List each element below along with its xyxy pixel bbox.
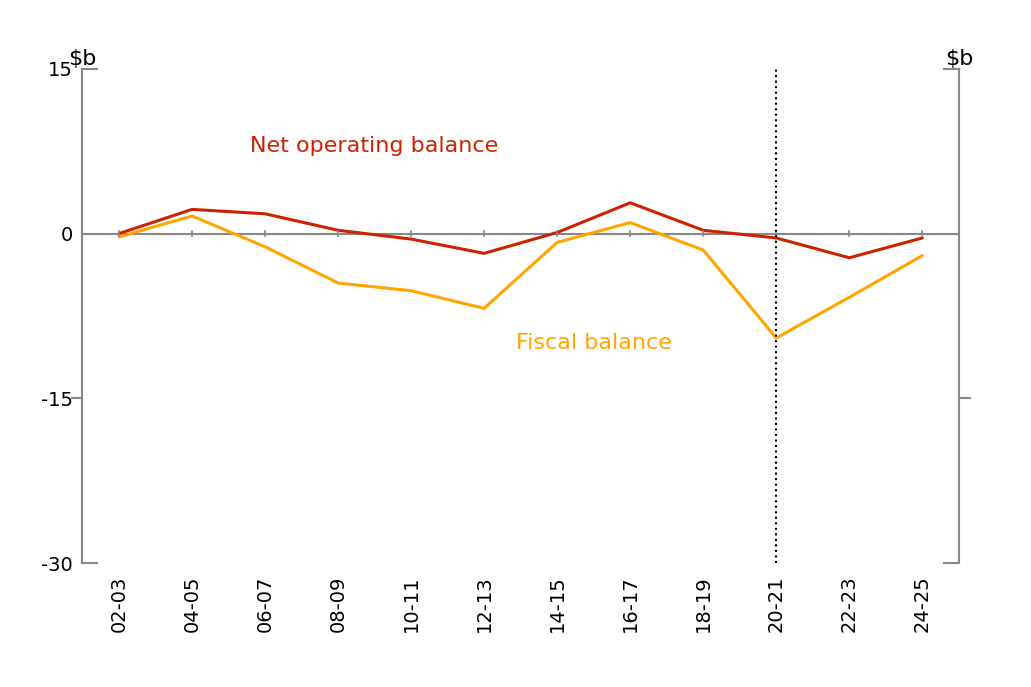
Text: Net operating balance: Net operating balance — [251, 135, 499, 156]
Text: Fiscal balance: Fiscal balance — [516, 333, 671, 354]
Text: $b: $b — [944, 49, 973, 69]
Text: $b: $b — [68, 49, 97, 69]
